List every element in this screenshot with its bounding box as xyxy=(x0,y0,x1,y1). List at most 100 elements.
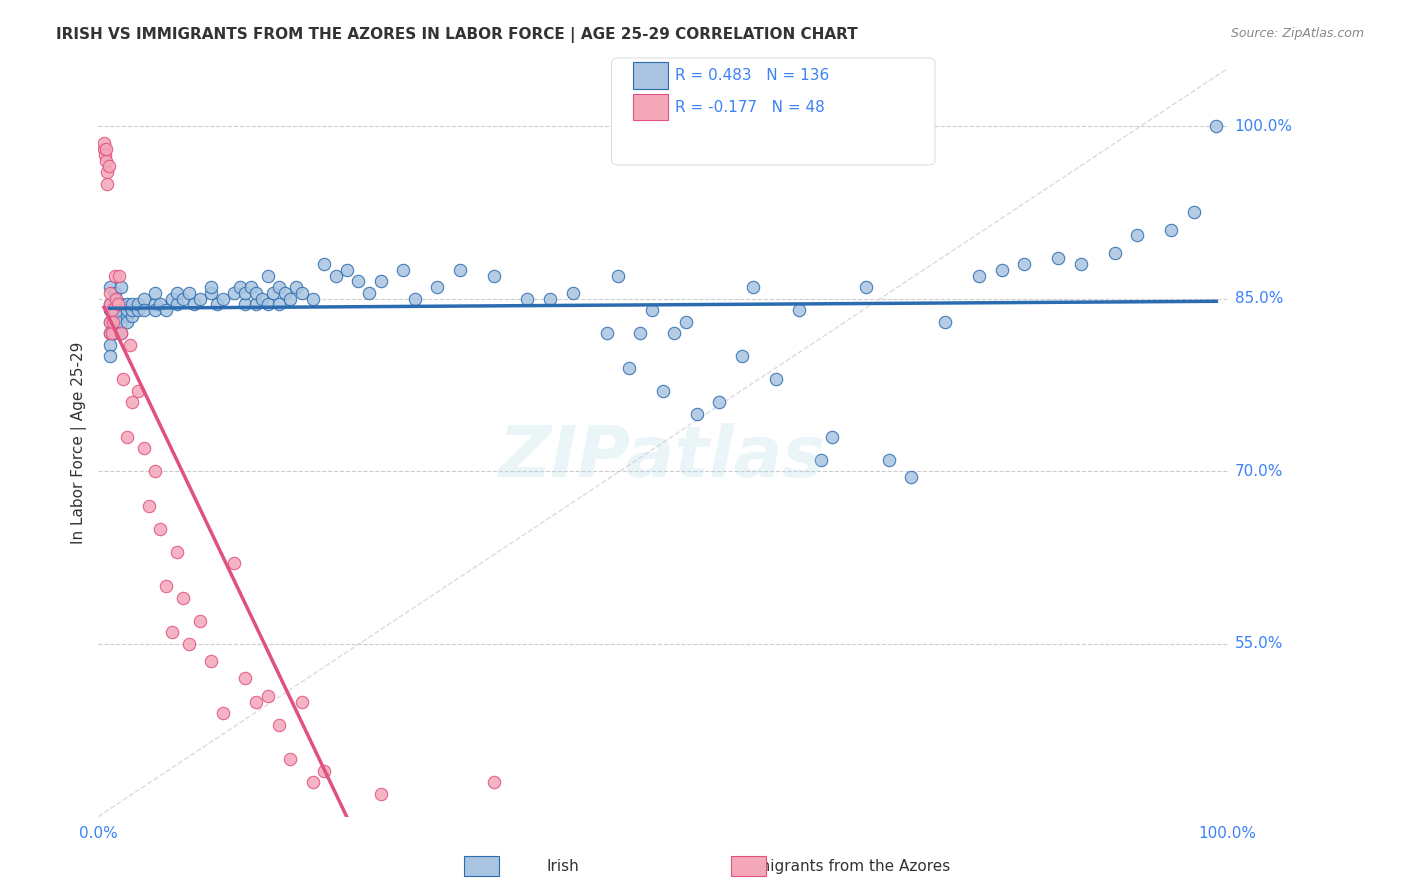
Point xyxy=(810,452,832,467)
Point xyxy=(325,268,347,283)
Point xyxy=(233,672,256,686)
Point xyxy=(98,315,121,329)
Point xyxy=(664,326,686,341)
Point xyxy=(127,384,149,398)
Point xyxy=(177,285,200,300)
Point xyxy=(188,614,211,628)
Point xyxy=(149,297,172,311)
Point xyxy=(239,280,262,294)
Point xyxy=(1160,222,1182,236)
Text: 55.0%: 55.0% xyxy=(1234,637,1282,651)
Point xyxy=(115,430,138,444)
Point xyxy=(127,303,149,318)
Point xyxy=(98,315,121,329)
Point xyxy=(1070,257,1092,271)
Point xyxy=(821,430,844,444)
Point xyxy=(98,349,121,363)
Point xyxy=(104,285,127,300)
Text: 70.0%: 70.0% xyxy=(1234,464,1282,479)
Point xyxy=(101,303,124,318)
Y-axis label: In Labor Force | Age 25-29: In Labor Force | Age 25-29 xyxy=(72,342,87,544)
Point xyxy=(1126,228,1149,243)
Point xyxy=(98,326,121,341)
Point xyxy=(595,326,617,341)
Point xyxy=(934,315,956,329)
Point xyxy=(98,337,121,351)
Point xyxy=(115,297,138,311)
Point xyxy=(561,285,583,300)
Point xyxy=(1205,119,1227,133)
Point xyxy=(233,297,256,311)
Point xyxy=(132,442,155,456)
Point xyxy=(291,285,314,300)
Point xyxy=(877,452,900,467)
Point xyxy=(115,309,138,323)
Point xyxy=(121,395,143,409)
Point xyxy=(107,297,129,311)
Point xyxy=(211,292,233,306)
Point xyxy=(110,309,132,323)
Text: Immigrants from the Azores: Immigrants from the Azores xyxy=(737,859,950,874)
Point xyxy=(291,694,314,708)
Point xyxy=(449,263,471,277)
Point xyxy=(166,297,188,311)
Point xyxy=(302,775,325,789)
Point xyxy=(94,148,117,162)
Point xyxy=(172,591,194,605)
Text: R = -0.177   N = 48: R = -0.177 N = 48 xyxy=(675,100,825,114)
Point xyxy=(267,297,290,311)
Point xyxy=(200,280,222,294)
Text: Source: ZipAtlas.com: Source: ZipAtlas.com xyxy=(1230,27,1364,40)
Point xyxy=(105,292,128,306)
Point xyxy=(222,285,245,300)
Point xyxy=(98,297,121,311)
Point xyxy=(149,522,172,536)
Point xyxy=(233,285,256,300)
Point xyxy=(606,268,628,283)
Point xyxy=(183,297,205,311)
Point xyxy=(302,292,325,306)
Point xyxy=(155,303,177,318)
Point xyxy=(104,303,127,318)
Point xyxy=(482,775,505,789)
Point xyxy=(115,303,138,318)
Point xyxy=(121,297,143,311)
Point xyxy=(245,694,267,708)
Point xyxy=(538,292,561,306)
Point xyxy=(256,297,278,311)
Point xyxy=(516,292,538,306)
Point xyxy=(96,153,118,168)
Point xyxy=(104,315,127,329)
Point xyxy=(98,285,121,300)
Point xyxy=(359,285,381,300)
Point xyxy=(160,625,183,640)
Point xyxy=(314,257,336,271)
Point xyxy=(155,579,177,593)
Text: 85.0%: 85.0% xyxy=(1234,291,1282,306)
Point xyxy=(900,470,922,484)
Point xyxy=(267,280,290,294)
Point xyxy=(256,268,278,283)
Point xyxy=(482,268,505,283)
Point xyxy=(112,372,135,386)
Point xyxy=(205,297,228,311)
Point xyxy=(222,557,245,571)
Point xyxy=(127,297,149,311)
Point xyxy=(628,326,651,341)
Point xyxy=(98,280,121,294)
Point xyxy=(177,637,200,651)
Point xyxy=(143,303,166,318)
Point xyxy=(742,280,765,294)
Point xyxy=(110,315,132,329)
Point xyxy=(110,280,132,294)
Point xyxy=(855,280,877,294)
Point xyxy=(143,285,166,300)
Point xyxy=(98,326,121,341)
Point xyxy=(96,177,118,191)
Point xyxy=(110,326,132,341)
Point xyxy=(93,142,115,156)
Point xyxy=(107,268,129,283)
Point xyxy=(200,654,222,668)
Point xyxy=(392,263,415,277)
Text: ZIPatlas: ZIPatlas xyxy=(499,423,827,492)
